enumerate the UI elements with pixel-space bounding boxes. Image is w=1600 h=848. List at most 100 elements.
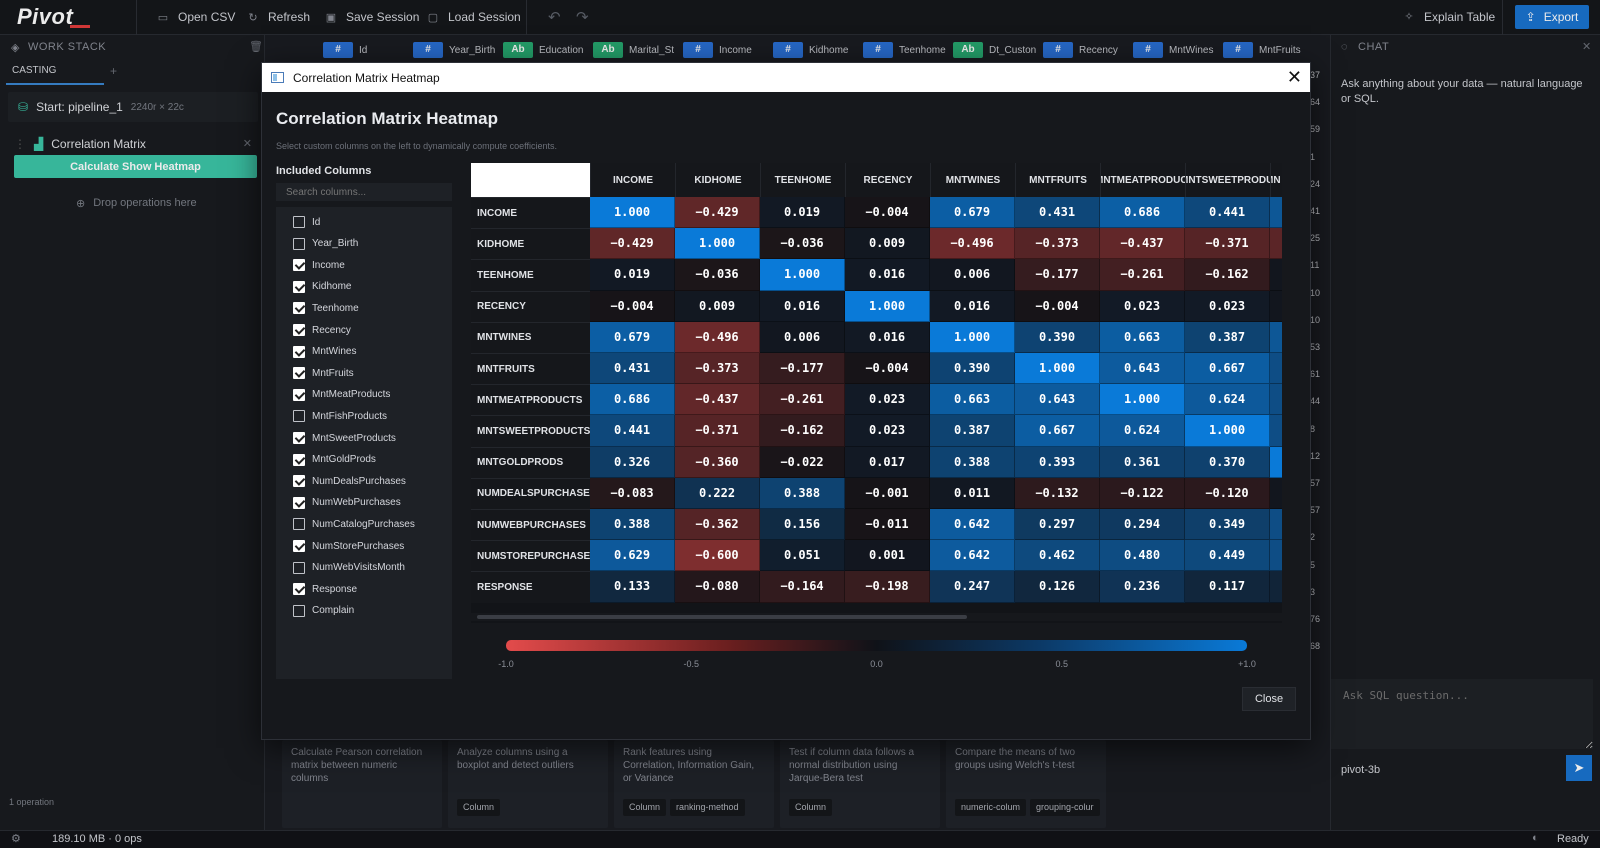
column-chip-id[interactable]: # Id bbox=[323, 42, 367, 58]
column-chip-education[interactable]: Ab Education bbox=[503, 42, 583, 58]
heatmap-row-header: MNTSWEETPRODUCTS bbox=[471, 415, 590, 447]
redo-icon[interactable]: ↷ bbox=[576, 9, 589, 26]
checkbox[interactable] bbox=[293, 561, 305, 574]
checkbox[interactable] bbox=[293, 583, 305, 596]
checkbox[interactable] bbox=[293, 453, 305, 466]
heatmap-cell: 0.629 bbox=[590, 540, 675, 572]
operation-card[interactable]: Calculate Pearson correlation matrix bet… bbox=[282, 740, 442, 828]
checkbox[interactable] bbox=[293, 324, 305, 336]
operation-card[interactable]: Compare the means of two groups using We… bbox=[946, 740, 1106, 828]
save-session-button[interactable]: ▣ Save Session bbox=[324, 10, 420, 24]
gear-icon[interactable]: ⚙ bbox=[11, 833, 21, 845]
column-checkbox-label: MntGoldProds bbox=[312, 454, 376, 466]
column-checkbox-numwebvisitsmonth[interactable]: NumWebVisitsMonth bbox=[293, 560, 405, 576]
explain-table-button[interactable]: ✧ Explain Table bbox=[1402, 10, 1495, 24]
export-button[interactable]: ⇪ Export bbox=[1515, 5, 1589, 29]
column-checkbox-numwebpurchases[interactable]: NumWebPurchases bbox=[293, 495, 401, 511]
checkbox[interactable] bbox=[293, 367, 305, 380]
send-button[interactable]: ➤ bbox=[1566, 755, 1592, 781]
column-checkbox-mntmeatproducts[interactable]: MntMeatProducts bbox=[293, 387, 390, 403]
tab-casting[interactable]: CASTING bbox=[6, 65, 104, 85]
column-chip-income[interactable]: # Income bbox=[683, 42, 752, 58]
open-csv-button[interactable]: ▭ Open CSV bbox=[156, 10, 236, 24]
checkbox[interactable] bbox=[293, 280, 305, 293]
column-chip-teenhome[interactable]: # Teenhome bbox=[863, 42, 946, 58]
column-chip-year_birth[interactable]: # Year_Birth bbox=[413, 42, 495, 58]
checkbox[interactable] bbox=[293, 237, 305, 250]
heatmap-scrollbar[interactable] bbox=[471, 613, 1282, 621]
calculate-show-heatmap-button[interactable]: Calculate Show Heatmap bbox=[14, 155, 257, 178]
column-checkbox-numdealspurchases[interactable]: NumDealsPurchases bbox=[293, 473, 406, 489]
column-chip-label: Education bbox=[539, 44, 584, 56]
table-cell: 1 bbox=[1310, 151, 1316, 162]
checkbox[interactable] bbox=[293, 388, 305, 401]
checkbox[interactable] bbox=[293, 540, 305, 552]
column-checkbox-kidhome[interactable]: Kidhome bbox=[293, 279, 351, 295]
undo-icon[interactable]: ↶ bbox=[548, 9, 561, 26]
refresh-button[interactable]: ↻ Refresh bbox=[246, 10, 310, 24]
column-checkbox-numcatalogpurchases[interactable]: NumCatalogPurchases bbox=[293, 516, 415, 532]
column-checkbox-complain[interactable]: Complain bbox=[293, 603, 354, 619]
chat-model[interactable]: pivot-3b bbox=[1341, 764, 1381, 776]
column-search-input[interactable] bbox=[276, 183, 452, 201]
checkbox[interactable] bbox=[293, 604, 305, 617]
column-checkbox-year_birth[interactable]: Year_Birth bbox=[293, 236, 358, 252]
close-icon[interactable]: ✕ bbox=[242, 138, 252, 150]
heatmap-cell: 0.006 bbox=[930, 259, 1015, 291]
column-type-badge: # bbox=[1043, 42, 1073, 58]
column-chip-mntwines[interactable]: # MntWines bbox=[1133, 42, 1213, 58]
close-chat-icon[interactable]: ✕ bbox=[1582, 41, 1592, 53]
column-checkbox-numstorepurchases[interactable]: NumStorePurchases bbox=[293, 538, 404, 554]
column-chip-recency[interactable]: # Recency bbox=[1043, 42, 1118, 58]
table-cell: 53 bbox=[1310, 342, 1321, 352]
column-chip-dt_custon[interactable]: Ab Dt_Custon bbox=[953, 42, 1036, 58]
checkbox[interactable] bbox=[293, 345, 305, 358]
column-checkbox-mntsweetproducts[interactable]: MntSweetProducts bbox=[293, 430, 396, 446]
column-checkbox-recency[interactable]: Recency bbox=[293, 322, 351, 338]
pipeline-start[interactable]: ⛁ Start: pipeline_1 2240r × 22c bbox=[8, 92, 258, 122]
checkbox[interactable] bbox=[293, 302, 305, 315]
column-chip-kidhome[interactable]: # Kidhome bbox=[773, 42, 848, 58]
checkbox[interactable] bbox=[293, 518, 305, 531]
column-checkbox-response[interactable]: Response bbox=[293, 581, 357, 597]
operation-card[interactable]: Test if column data follows a normal dis… bbox=[780, 740, 940, 828]
column-checkbox-teenhome[interactable]: Teenhome bbox=[293, 300, 359, 316]
checkbox[interactable] bbox=[293, 432, 305, 444]
heatmap-cell: 0.016 bbox=[930, 290, 1015, 322]
heatmap-col-header: MN bbox=[1270, 163, 1282, 197]
heatmap-corner bbox=[471, 163, 590, 197]
column-checkbox-income[interactable]: Income bbox=[293, 257, 345, 273]
heatmap-cell: 0.686 bbox=[590, 384, 675, 416]
drag-handle-icon[interactable]: ⋮ bbox=[14, 137, 26, 151]
table-cell: 44 bbox=[1310, 396, 1321, 407]
heatmap-grid: INCOME KIDHOME TEENHOME RECENCY MNTWINES MNTF… bbox=[471, 163, 1282, 623]
column-checkbox-label: NumCatalogPurchases bbox=[312, 518, 415, 530]
checkbox[interactable] bbox=[293, 496, 305, 509]
trash-icon[interactable]: 🗑 bbox=[249, 41, 263, 53]
toolbar-divider bbox=[526, 0, 527, 35]
operation-card[interactable]: Analyze columns using a boxplot and dete… bbox=[448, 740, 608, 828]
column-chip-mntfruits[interactable]: # MntFruits bbox=[1223, 42, 1301, 58]
column-checkbox-mntwines[interactable]: MntWines bbox=[293, 344, 356, 360]
operation-correlation-matrix[interactable]: ⋮ ▟ Correlation Matrix ✕ bbox=[8, 130, 258, 158]
drop-zone[interactable]: ⊕ Drop operations here bbox=[76, 197, 197, 210]
operation-card[interactable]: Rank features using Correlation, Informa… bbox=[614, 740, 774, 828]
modal-close-icon[interactable]: ✕ bbox=[1286, 67, 1302, 87]
column-chip-label: Id bbox=[359, 44, 368, 56]
heatmap-row-header: TEENHOME bbox=[471, 259, 590, 291]
column-checkbox-mntfruits[interactable]: MntFruits bbox=[293, 365, 354, 381]
column-checkbox-label: MntFishProducts bbox=[312, 410, 388, 422]
close-button[interactable]: Close bbox=[1242, 687, 1296, 711]
add-tab-icon[interactable]: + bbox=[110, 64, 118, 78]
column-checkbox-mntfishproducts[interactable]: MntFishProducts bbox=[293, 408, 387, 424]
checkbox[interactable] bbox=[293, 216, 305, 228]
load-session-button[interactable]: ▢ Load Session bbox=[426, 10, 521, 24]
checkbox[interactable] bbox=[293, 410, 305, 423]
chat-input[interactable] bbox=[1331, 679, 1593, 749]
column-checkbox-mntgoldprods[interactable]: MntGoldProds bbox=[293, 452, 376, 468]
checkbox[interactable] bbox=[293, 259, 305, 272]
column-checkbox-id[interactable]: Id bbox=[293, 214, 320, 230]
column-chip-marital_st[interactable]: Ab Marital_St bbox=[593, 42, 674, 58]
status-indicator-icon: ◐ bbox=[1532, 832, 1539, 844]
checkbox[interactable] bbox=[293, 475, 305, 488]
